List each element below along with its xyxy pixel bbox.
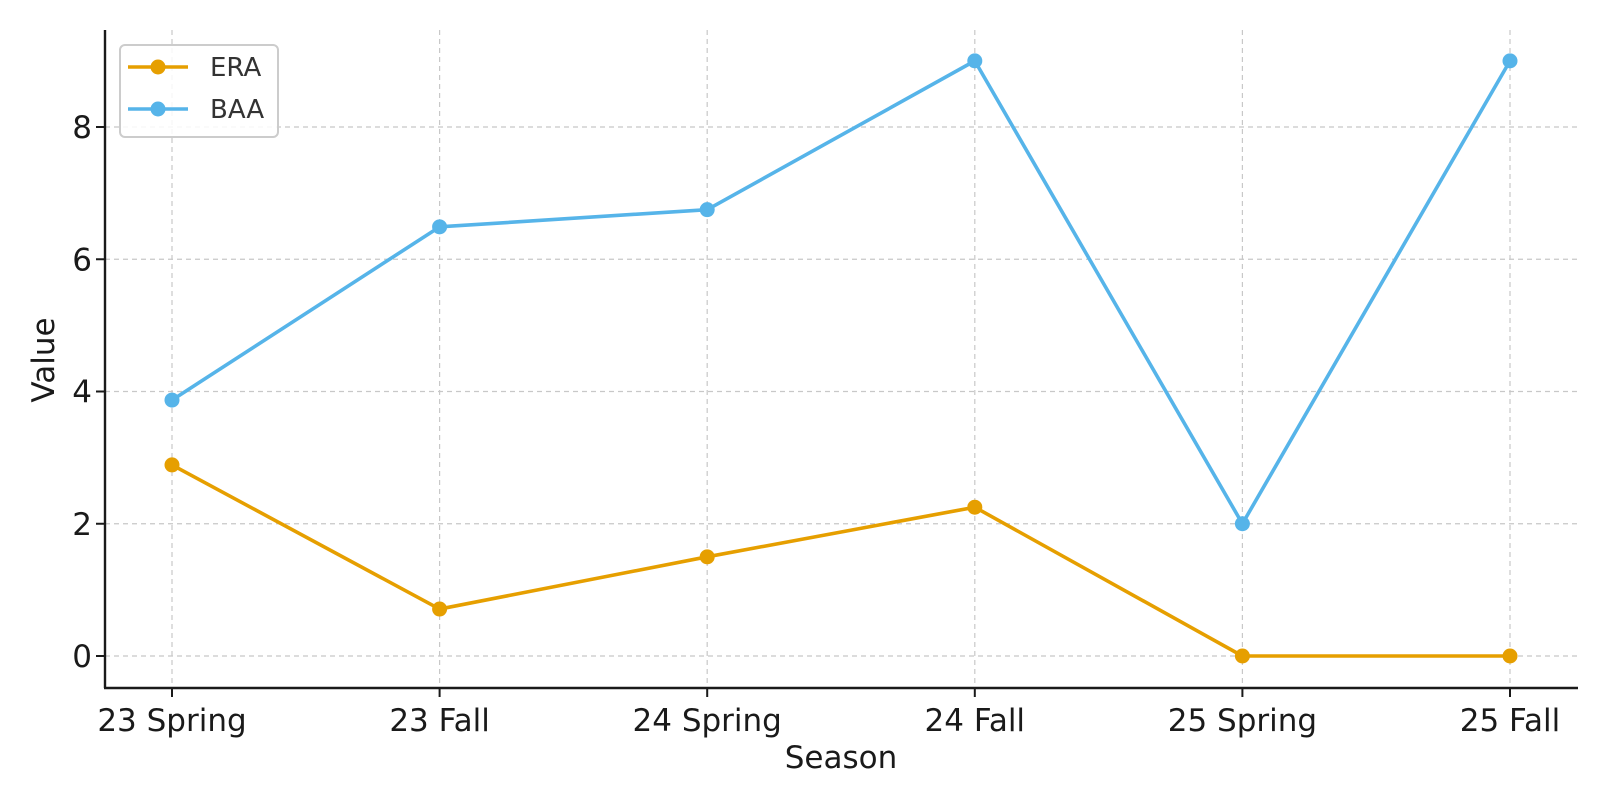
y-tick-label: 0 bbox=[72, 639, 92, 675]
ticks: 23 Spring 23 Fall 24 Spring 24 Fall 25 Sprin… bbox=[72, 110, 1560, 739]
data-point-baa bbox=[699, 202, 715, 218]
axes bbox=[103, 30, 1578, 690]
data-point-baa bbox=[164, 392, 180, 408]
data-point-era bbox=[432, 601, 448, 617]
y-tick-label: 8 bbox=[72, 110, 92, 146]
data-point-era bbox=[1234, 648, 1250, 664]
legend: ERA BAA bbox=[119, 44, 279, 138]
data-point-baa bbox=[1502, 53, 1518, 69]
legend-marker-era bbox=[150, 59, 166, 75]
x-axis-title: Season bbox=[785, 740, 898, 776]
data-point-era bbox=[699, 549, 715, 565]
data-point-era bbox=[164, 457, 180, 473]
legend-entry-era: ERA bbox=[128, 53, 261, 83]
series-line-era bbox=[171, 463, 1510, 658]
x-tick-label: 24 Spring bbox=[633, 703, 782, 739]
y-tick-label: 2 bbox=[72, 507, 92, 543]
data-point-baa bbox=[432, 219, 448, 235]
legend-marker-baa bbox=[150, 101, 166, 117]
x-tick-label: 23 Fall bbox=[389, 703, 490, 739]
y-axis-title: Value bbox=[26, 317, 62, 402]
grid bbox=[105, 30, 1578, 688]
x-tick-label: 25 Fall bbox=[1460, 703, 1561, 739]
data-point-era bbox=[967, 499, 983, 515]
data-point-era bbox=[1502, 648, 1518, 664]
data-point-baa bbox=[1234, 516, 1250, 532]
series-line-baa bbox=[171, 59, 1512, 526]
x-tick-label: 25 Spring bbox=[1168, 703, 1317, 739]
x-tick-label: 23 Spring bbox=[97, 703, 246, 739]
series-baa bbox=[164, 53, 1518, 532]
legend-entry-baa: BAA bbox=[128, 95, 264, 125]
legend-label-era: ERA bbox=[210, 53, 261, 83]
y-tick-label: 6 bbox=[72, 242, 92, 278]
x-tick-label: 24 Fall bbox=[925, 703, 1026, 739]
legend-label-baa: BAA bbox=[210, 95, 264, 125]
data-point-baa bbox=[967, 53, 983, 69]
y-tick-label: 4 bbox=[72, 375, 92, 411]
series-era bbox=[164, 457, 1518, 664]
series-layer bbox=[164, 53, 1518, 664]
